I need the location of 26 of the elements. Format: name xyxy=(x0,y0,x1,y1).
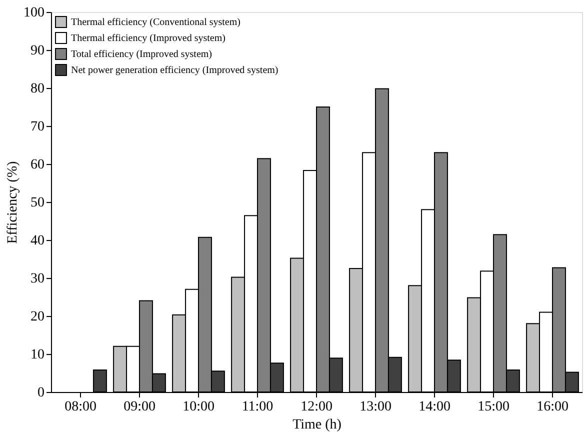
x-tick-label: 09:00 xyxy=(124,400,156,414)
y-tick-label: 0 xyxy=(38,386,44,400)
y-tick-label: 90 xyxy=(30,44,44,58)
x-tick-label: 15:00 xyxy=(478,400,510,414)
y-tick-label: 10 xyxy=(30,348,44,362)
y-tick-label: 60 xyxy=(30,158,44,172)
legend-label: Net power generation efficiency (Improved system) xyxy=(71,65,278,76)
y-tick-label: 80 xyxy=(30,82,44,96)
legend-label: Thermal efficiency (Conventional system) xyxy=(71,17,240,28)
y-tick-label: 70 xyxy=(30,120,44,134)
y-tick-label: 30 xyxy=(30,272,44,286)
x-tick-label: 10:00 xyxy=(182,400,214,414)
y-tick-label: 40 xyxy=(30,234,44,248)
x-tick-label: 11:00 xyxy=(242,400,274,414)
x-axis-title: Time (h) xyxy=(292,418,342,432)
y-axis-title: Efficiency (%) xyxy=(6,160,20,244)
legend-label: Total efficiency (Improved system) xyxy=(71,49,212,60)
x-tick-label: 08:00 xyxy=(64,400,96,414)
legend-label: Thermal efficiency (Improved system) xyxy=(71,33,226,44)
y-tick-label: 100 xyxy=(24,6,44,20)
x-tick-label: 13:00 xyxy=(360,400,392,414)
y-tick-label: 20 xyxy=(30,310,44,324)
x-tick-label: 12:00 xyxy=(300,400,332,414)
x-tick-label: 14:00 xyxy=(418,400,450,414)
y-tick-label: 50 xyxy=(30,196,44,210)
x-tick-label: 16:00 xyxy=(536,400,568,414)
